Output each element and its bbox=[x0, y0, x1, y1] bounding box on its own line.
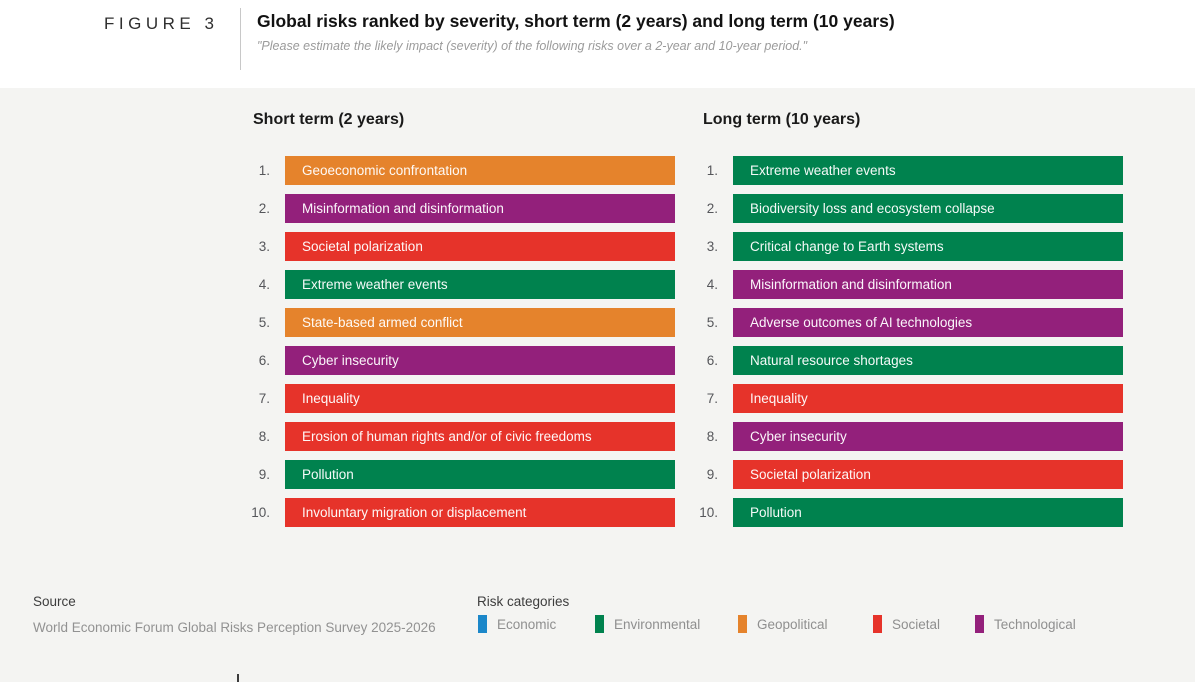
risk-row: 2. Misinformation and disinformation bbox=[237, 194, 675, 223]
risk-row: 8. Cyber insecurity bbox=[685, 422, 1123, 451]
source-label: Source bbox=[33, 594, 76, 609]
risk-category-legend: Economic Environmental Geopolitical Societa… bbox=[478, 615, 1118, 635]
risk-row: 8. Erosion of human rights and/or of civi… bbox=[237, 422, 675, 451]
legend-label: Geopolitical bbox=[757, 616, 828, 632]
legend-label: Economic bbox=[497, 616, 557, 632]
legend-item-environmental: Environmental bbox=[595, 615, 700, 633]
risk-bar-geopolitical: State-based armed conflict bbox=[285, 308, 675, 337]
risk-bar-environmental: Extreme weather events bbox=[285, 270, 675, 299]
risk-row: 7. Inequality bbox=[237, 384, 675, 413]
figure-title: Global risks ranked by severity, short t… bbox=[257, 11, 895, 31]
risk-row: 9. Pollution bbox=[237, 460, 675, 489]
legend-swatch-icon bbox=[478, 615, 487, 633]
risk-row: 3. Societal polarization bbox=[237, 232, 675, 261]
rank-number: 9. bbox=[706, 467, 718, 482]
risk-bar-environmental: Natural resource shortages bbox=[733, 346, 1123, 375]
legend-label: Technological bbox=[994, 616, 1076, 632]
risk-bar-societal: Inequality bbox=[733, 384, 1123, 413]
rank-number: 2. bbox=[258, 201, 270, 216]
rank-number: 7. bbox=[706, 391, 718, 406]
page-divider-tick bbox=[237, 674, 239, 682]
risk-bar-societal: Erosion of human rights and/or of civic … bbox=[285, 422, 675, 451]
legend-swatch-icon bbox=[975, 615, 984, 633]
risk-row: 3. Critical change to Earth systems bbox=[685, 232, 1123, 261]
risk-bar-technological: Misinformation and disinformation bbox=[733, 270, 1123, 299]
risk-bar-geopolitical: Geoeconomic confrontation bbox=[285, 156, 675, 185]
long-term-rank-list: 1. Extreme weather events 2. Biodiversity l… bbox=[685, 156, 1123, 536]
rank-number: 4. bbox=[258, 277, 270, 292]
risk-row: 7. Inequality bbox=[685, 384, 1123, 413]
risk-row: 10. Involuntary migration or displacement bbox=[237, 498, 675, 527]
rank-number: 9. bbox=[258, 467, 270, 482]
rank-number: 3. bbox=[258, 239, 270, 254]
risk-bar-technological: Cyber insecurity bbox=[733, 422, 1123, 451]
figure-subtitle: "Please estimate the likely impact (seve… bbox=[257, 39, 808, 53]
legend-item-technological: Technological bbox=[975, 615, 1076, 633]
legend-item-societal: Societal bbox=[873, 615, 940, 633]
risk-row: 6. Cyber insecurity bbox=[237, 346, 675, 375]
long-term-column-title: Long term (10 years) bbox=[703, 111, 861, 128]
risk-row: 5. Adverse outcomes of AI technologies bbox=[685, 308, 1123, 337]
risk-row: 4. Extreme weather events bbox=[237, 270, 675, 299]
rank-number: 5. bbox=[706, 315, 718, 330]
rank-number: 6. bbox=[258, 353, 270, 368]
risk-row: 2. Biodiversity loss and ecosystem collap… bbox=[685, 194, 1123, 223]
risk-bar-environmental: Extreme weather events bbox=[733, 156, 1123, 185]
risk-row: 5. State-based armed conflict bbox=[237, 308, 675, 337]
figure-number-label: FIGURE 3 bbox=[104, 14, 219, 33]
rank-number: 2. bbox=[706, 201, 718, 216]
legend-item-geopolitical: Geopolitical bbox=[738, 615, 828, 633]
legend-item-economic: Economic bbox=[478, 615, 556, 633]
legend-swatch-icon bbox=[595, 615, 604, 633]
risk-bar-societal: Societal polarization bbox=[733, 460, 1123, 489]
risk-bar-environmental: Pollution bbox=[285, 460, 675, 489]
risk-row: 1. Geoeconomic confrontation bbox=[237, 156, 675, 185]
rank-number: 7. bbox=[258, 391, 270, 406]
legend-label: Societal bbox=[892, 616, 941, 632]
risk-bar-technological: Cyber insecurity bbox=[285, 346, 675, 375]
risk-row: 6. Natural resource shortages bbox=[685, 346, 1123, 375]
risk-row: 1. Extreme weather events bbox=[685, 156, 1123, 185]
short-term-column-title: Short term (2 years) bbox=[253, 111, 405, 128]
legend-label: Environmental bbox=[614, 616, 701, 632]
rank-number: 10. bbox=[699, 505, 718, 520]
risk-row: 4. Misinformation and disinformation bbox=[685, 270, 1123, 299]
figure-header: FIGURE 3 Global risks ranked by severity… bbox=[0, 0, 1195, 88]
rank-number: 1. bbox=[706, 163, 718, 178]
rank-number: 1. bbox=[258, 163, 270, 178]
rank-number: 5. bbox=[258, 315, 270, 330]
risk-bar-societal: Inequality bbox=[285, 384, 675, 413]
risk-bar-environmental: Critical change to Earth systems bbox=[733, 232, 1123, 261]
risk-bar-societal: Societal polarization bbox=[285, 232, 675, 261]
risk-bar-technological: Misinformation and disinformation bbox=[285, 194, 675, 223]
rank-number: 4. bbox=[706, 277, 718, 292]
legend-swatch-icon bbox=[738, 615, 747, 633]
risk-row: 9. Societal polarization bbox=[685, 460, 1123, 489]
rank-number: 10. bbox=[251, 505, 270, 520]
risk-bar-technological: Adverse outcomes of AI technologies bbox=[733, 308, 1123, 337]
risk-row: 10. Pollution bbox=[685, 498, 1123, 527]
risk-bar-environmental: Pollution bbox=[733, 498, 1123, 527]
risk-bar-societal: Involuntary migration or displacement bbox=[285, 498, 675, 527]
legend-title: Risk categories bbox=[477, 594, 570, 609]
rank-number: 8. bbox=[706, 429, 718, 444]
rank-number: 6. bbox=[706, 353, 718, 368]
source-block: Source World Economic Forum Global Risks… bbox=[33, 594, 463, 639]
risk-bar-environmental: Biodiversity loss and ecosystem collapse bbox=[733, 194, 1123, 223]
rank-number: 3. bbox=[706, 239, 718, 254]
short-term-rank-list: 1. Geoeconomic confrontation 2. Misinformat… bbox=[237, 156, 675, 536]
header-divider bbox=[240, 8, 241, 70]
chart-area: Short term (2 years) Long term (10 years… bbox=[0, 88, 1195, 682]
legend-swatch-icon bbox=[873, 615, 882, 633]
rank-number: 8. bbox=[258, 429, 270, 444]
source-text: World Economic Forum Global Risks Percep… bbox=[33, 620, 436, 635]
